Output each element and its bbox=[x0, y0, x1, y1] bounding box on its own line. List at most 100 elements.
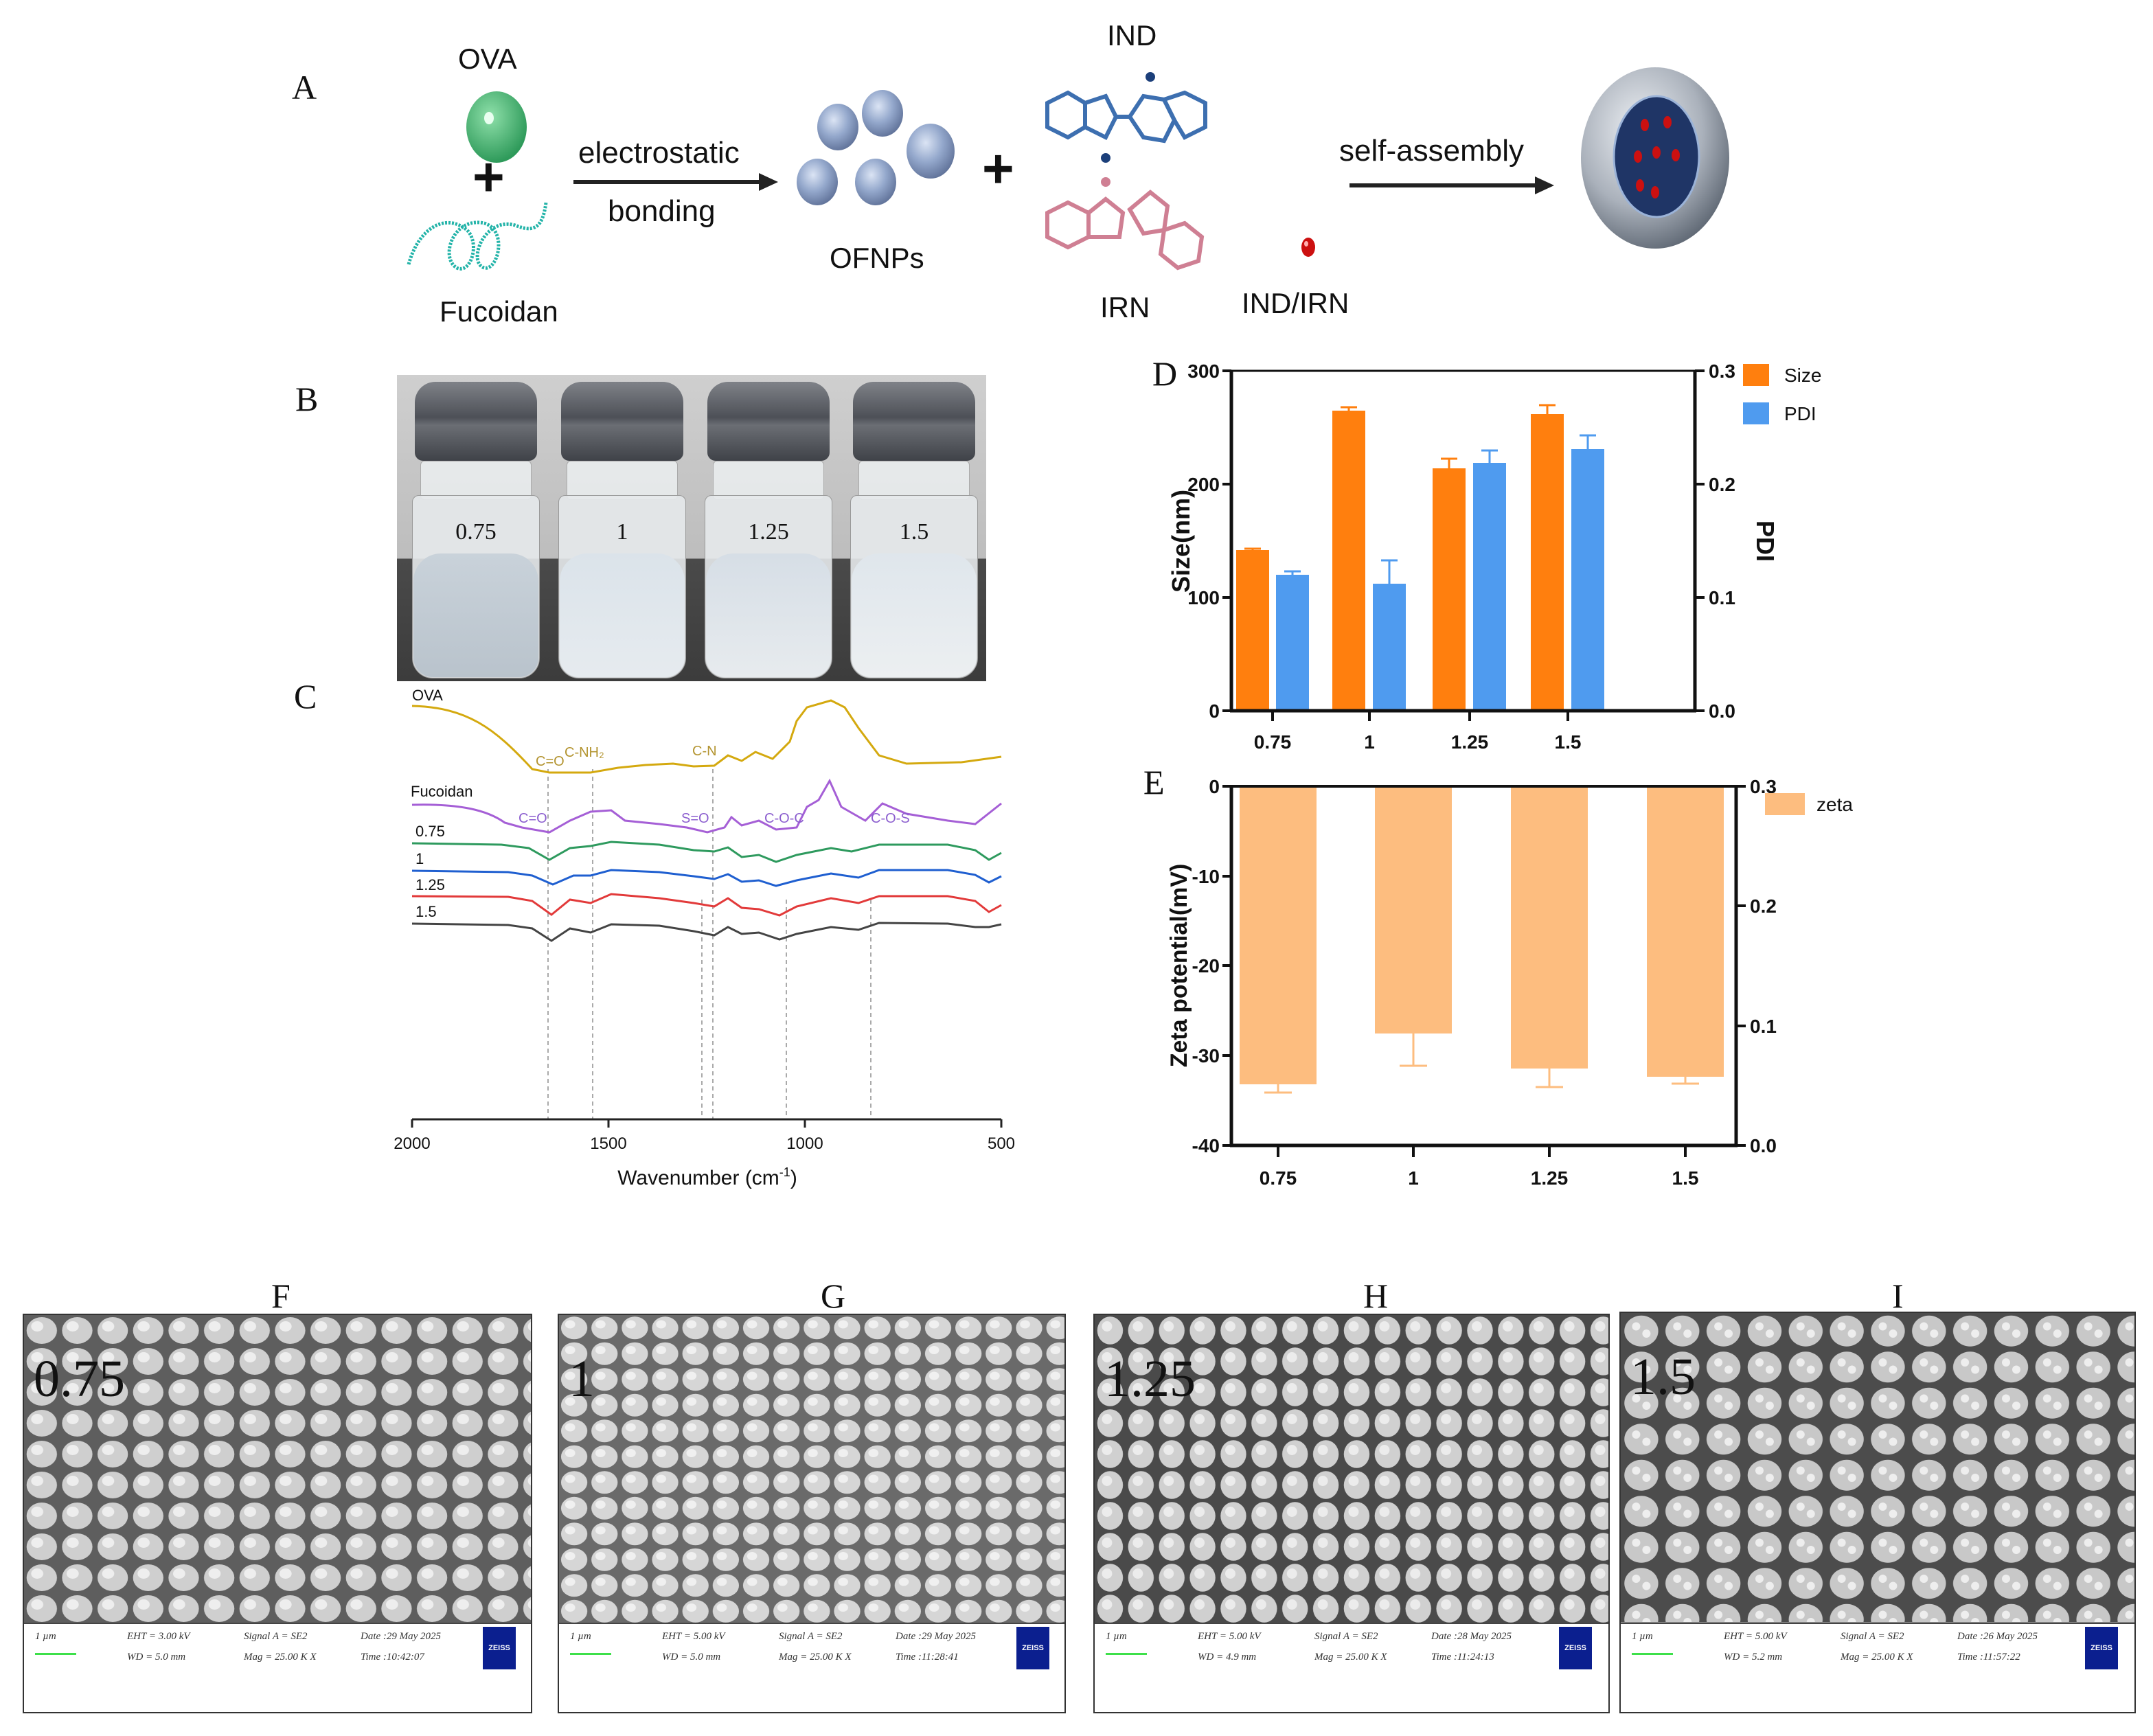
sem-image-g: 1 1 µm EHT = 5.00 kV WD = 5.0 mm Signal … bbox=[558, 1314, 1066, 1713]
x-tick: 0.75 bbox=[1260, 1167, 1297, 1189]
ova-trace bbox=[411, 699, 1002, 774]
drug-dot-icon bbox=[1301, 238, 1315, 257]
trace-label: 1 bbox=[415, 850, 424, 867]
panel-c-letter: C bbox=[294, 677, 317, 716]
annotation: C=O bbox=[536, 754, 565, 769]
vial-1: 0.75 bbox=[412, 382, 540, 678]
sem-ratio-label: 1.5 bbox=[1630, 1348, 1696, 1406]
signal-text: Signal A = SE2 bbox=[1314, 1631, 1378, 1642]
time-text: Time :11:28:41 bbox=[896, 1652, 959, 1663]
mag-text: Mag = 25.00 K X bbox=[1841, 1652, 1913, 1663]
annotation: S=O bbox=[681, 811, 709, 826]
trace-1.5 bbox=[411, 922, 1002, 942]
signal-text: Signal A = SE2 bbox=[1841, 1631, 1904, 1642]
scale-label: 1 µm bbox=[1106, 1631, 1127, 1642]
eht-text: EHT = 3.00 kV bbox=[127, 1631, 190, 1642]
wd-text: WD = 5.0 mm bbox=[127, 1652, 186, 1663]
vials-photo: 0.75 1 1.25 1.5 bbox=[397, 375, 986, 681]
ova-label: OVA bbox=[458, 43, 517, 75]
y2-tick: 0.0 bbox=[1709, 700, 1735, 722]
legend-label-size: Size bbox=[1784, 365, 1821, 386]
y-tick: 0 bbox=[1209, 700, 1220, 722]
mag-text: Mag = 25.00 K X bbox=[779, 1652, 852, 1663]
panel-i-letter: I bbox=[1892, 1277, 1904, 1315]
y2-tick: 0.2 bbox=[1709, 474, 1735, 495]
arrow1-label-bottom: bonding bbox=[608, 194, 716, 228]
legend-swatch-zeta bbox=[1765, 793, 1805, 815]
ind-label: IND bbox=[1107, 19, 1157, 52]
legend-swatch-pdi bbox=[1743, 402, 1769, 424]
ofnp-particles-icon bbox=[797, 90, 955, 205]
vial-label: 1.25 bbox=[748, 519, 789, 545]
signal-text: Signal A = SE2 bbox=[779, 1631, 843, 1642]
x-tick: 1 bbox=[1364, 731, 1375, 753]
sem-info-bar: 1 µm EHT = 5.00 kV WD = 4.9 mm Signal A … bbox=[1095, 1623, 1608, 1712]
y2-tick: 0.1 bbox=[1709, 587, 1735, 608]
size-pdi-chart-final: 300 200 100 0 0.3 0.2 0.1 0.0 0.75 1 1.2… bbox=[1167, 336, 1923, 762]
irn-label: IRN bbox=[1100, 291, 1150, 323]
annotation: C-N bbox=[692, 744, 717, 759]
legend-swatch-size bbox=[1743, 364, 1769, 386]
y2-axis-label: PDI bbox=[1751, 521, 1779, 562]
eht-text: EHT = 5.00 kV bbox=[1198, 1631, 1261, 1642]
vial-4: 1.5 bbox=[850, 382, 978, 678]
annotation: C=O bbox=[519, 811, 547, 826]
scale-bar bbox=[570, 1653, 611, 1655]
irn-molecule-icon bbox=[1045, 177, 1205, 271]
y-tick: -20 bbox=[1192, 955, 1220, 976]
scale-bar bbox=[1632, 1653, 1673, 1655]
y-tick: 0 bbox=[1209, 776, 1220, 797]
date-text: Date :26 May 2025 bbox=[1957, 1631, 2038, 1642]
zeiss-logo-icon: ZEISS bbox=[2085, 1627, 2118, 1669]
y2-tick: 0.0 bbox=[1750, 1135, 1777, 1156]
y2-tick: 0.1 bbox=[1750, 1016, 1777, 1037]
arrow-right-icon-2 bbox=[1349, 176, 1554, 194]
trace-label: 1.5 bbox=[415, 903, 437, 920]
sem-ratio-label: 1 bbox=[569, 1350, 595, 1408]
date-text: Date :29 May 2025 bbox=[361, 1631, 442, 1642]
eht-text: EHT = 5.00 kV bbox=[662, 1631, 725, 1642]
ova-sphere-icon bbox=[466, 91, 527, 163]
zeiss-logo-icon: ZEISS bbox=[483, 1627, 516, 1669]
trace-1.25 bbox=[411, 893, 1002, 917]
annotation: C-O-S bbox=[871, 811, 910, 826]
wd-text: WD = 5.0 mm bbox=[662, 1652, 721, 1663]
scale-label: 1 µm bbox=[35, 1631, 56, 1642]
y2-tick: 0.2 bbox=[1750, 895, 1777, 917]
panel-f-letter: F bbox=[271, 1277, 291, 1315]
scale-label: 1 µm bbox=[570, 1631, 591, 1642]
fucoidan-label: Fucoidan bbox=[440, 295, 558, 328]
panel-e-letter-top: E bbox=[1143, 763, 1165, 801]
x-tick: 2000 bbox=[394, 1134, 430, 1153]
x-tick: 1500 bbox=[590, 1134, 626, 1153]
y-tick: -10 bbox=[1192, 866, 1220, 887]
sem-info-bar: 1 µm EHT = 5.00 kV WD = 5.2 mm Signal A … bbox=[1621, 1623, 2134, 1712]
scale-label: 1 µm bbox=[1632, 1631, 1653, 1642]
x-tick: 1.25 bbox=[1531, 1167, 1569, 1189]
scale-bar bbox=[1106, 1653, 1147, 1655]
plus-sign-1: + bbox=[472, 146, 505, 207]
zeta-chart-container: 0 -10 -20 -30 -40 0.3 0.2 0.1 0.0 0.75 1… bbox=[1166, 755, 1923, 1209]
x-tick: 1.25 bbox=[1451, 731, 1489, 753]
wd-text: WD = 5.2 mm bbox=[1724, 1652, 1783, 1663]
y-tick: -30 bbox=[1192, 1045, 1220, 1066]
arrow-right-icon bbox=[573, 173, 778, 191]
x-tick: 0.75 bbox=[1254, 731, 1292, 753]
x-tick: 500 bbox=[988, 1134, 1015, 1153]
sem-info-bar: 1 µm EHT = 3.00 kV WD = 5.0 mm Signal A … bbox=[24, 1623, 531, 1712]
vial-label: 0.75 bbox=[455, 519, 497, 545]
vial-3: 1.25 bbox=[705, 382, 832, 678]
sem-info-bar: 1 µm EHT = 5.00 kV WD = 5.0 mm Signal A … bbox=[559, 1623, 1064, 1712]
trace-label: Fucoidan bbox=[411, 783, 473, 800]
plus-sign-2: + bbox=[982, 138, 1014, 199]
date-text: Date :28 May 2025 bbox=[1431, 1631, 1512, 1642]
panel-h-letter: H bbox=[1363, 1277, 1389, 1315]
zeiss-logo-icon: ZEISS bbox=[1559, 1627, 1592, 1669]
date-text: Date :29 May 2025 bbox=[896, 1631, 977, 1642]
panel-a-letter: A bbox=[292, 68, 317, 106]
trace-label: 0.75 bbox=[415, 823, 445, 840]
trace-0.75 bbox=[411, 841, 1002, 863]
x-tick: 1.5 bbox=[1672, 1167, 1699, 1189]
trace-label: 1.25 bbox=[415, 876, 445, 893]
sem-image-f: 0.75 1 µm EHT = 3.00 kV WD = 5.0 mm Sign… bbox=[23, 1314, 532, 1713]
